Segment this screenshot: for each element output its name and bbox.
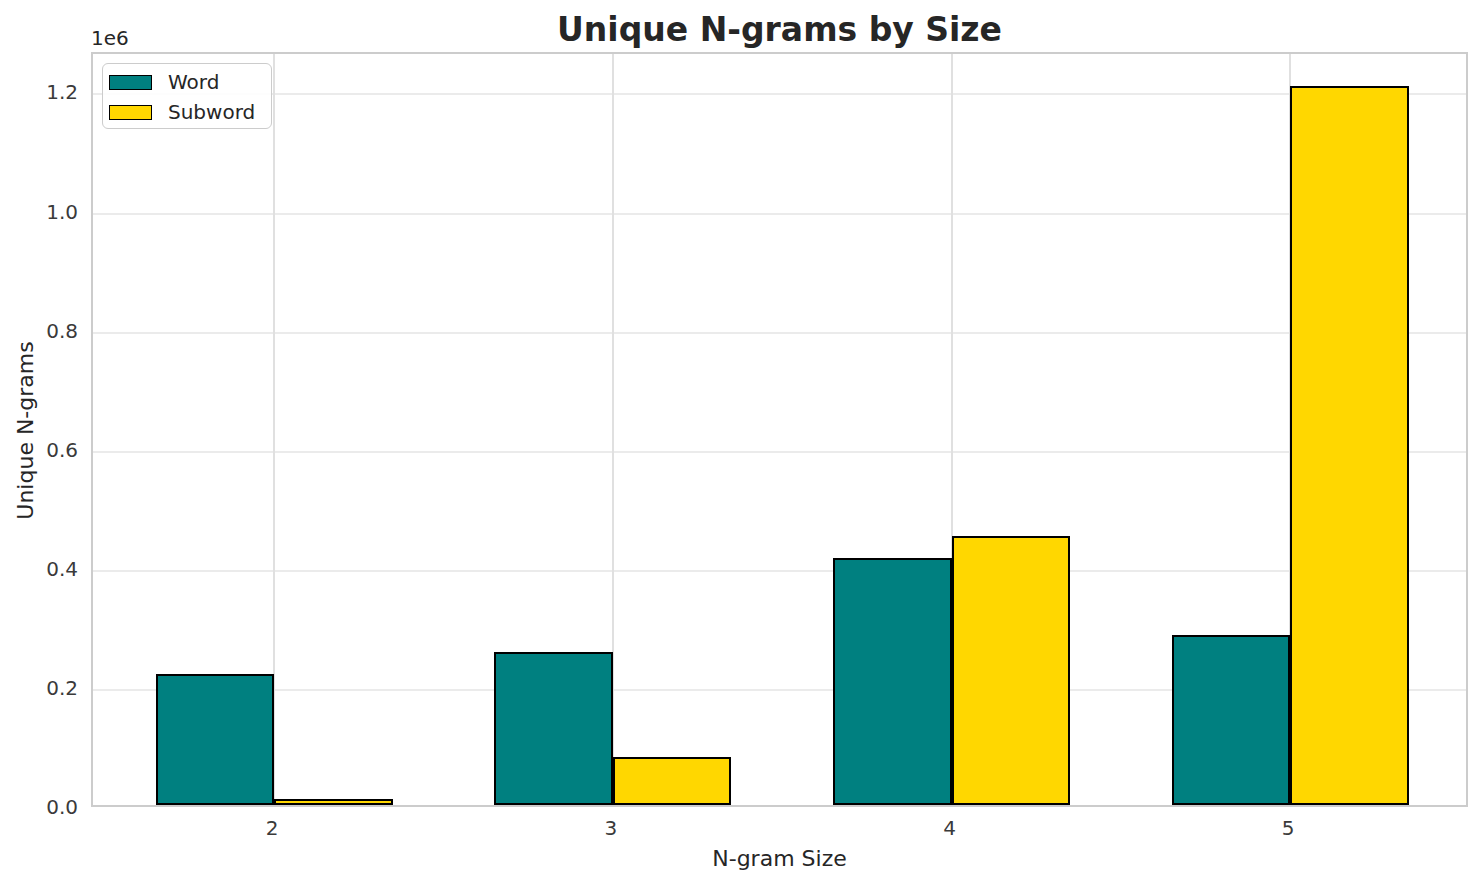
chart-title: Unique N-grams by Size bbox=[91, 10, 1468, 49]
x-axis-label: N-gram Size bbox=[91, 846, 1468, 871]
gridline-horizontal bbox=[93, 570, 1466, 572]
x-tick-label: 2 bbox=[242, 817, 302, 839]
legend-label-subword: Subword bbox=[168, 100, 255, 124]
bar-word-5 bbox=[1172, 635, 1291, 805]
legend-item-word: Word bbox=[109, 67, 255, 97]
y-tick-label: 0.0 bbox=[0, 796, 78, 818]
gridline-horizontal bbox=[93, 332, 1466, 334]
legend: Word Subword bbox=[102, 63, 272, 129]
bar-subword-3 bbox=[613, 757, 732, 805]
legend-swatch-subword bbox=[109, 105, 152, 120]
x-tick-label: 4 bbox=[920, 817, 980, 839]
y-tick-label: 1.2 bbox=[0, 81, 78, 103]
y-axis-label: Unique N-grams bbox=[13, 231, 38, 631]
bar-word-3 bbox=[494, 652, 613, 805]
x-tick-label: 5 bbox=[1258, 817, 1318, 839]
legend-swatch-word bbox=[109, 75, 152, 90]
legend-label-word: Word bbox=[168, 70, 219, 94]
y-tick-label: 1.0 bbox=[0, 201, 78, 223]
bar-subword-5 bbox=[1290, 86, 1409, 805]
gridline-horizontal bbox=[93, 213, 1466, 215]
gridline-horizontal bbox=[93, 93, 1466, 95]
bar-subword-2 bbox=[274, 799, 393, 805]
bar-word-2 bbox=[156, 674, 275, 805]
x-tick-label: 3 bbox=[581, 817, 641, 839]
plot-area: Word Subword bbox=[91, 52, 1468, 807]
gridline-horizontal bbox=[93, 451, 1466, 453]
figure: Unique N-grams by Size 1e6 Word Subword … bbox=[0, 0, 1484, 885]
y-tick-label: 0.2 bbox=[0, 677, 78, 699]
bar-subword-4 bbox=[952, 536, 1071, 805]
legend-item-subword: Subword bbox=[109, 97, 255, 127]
y-axis-offset-label: 1e6 bbox=[91, 26, 129, 50]
bar-word-4 bbox=[833, 558, 952, 805]
